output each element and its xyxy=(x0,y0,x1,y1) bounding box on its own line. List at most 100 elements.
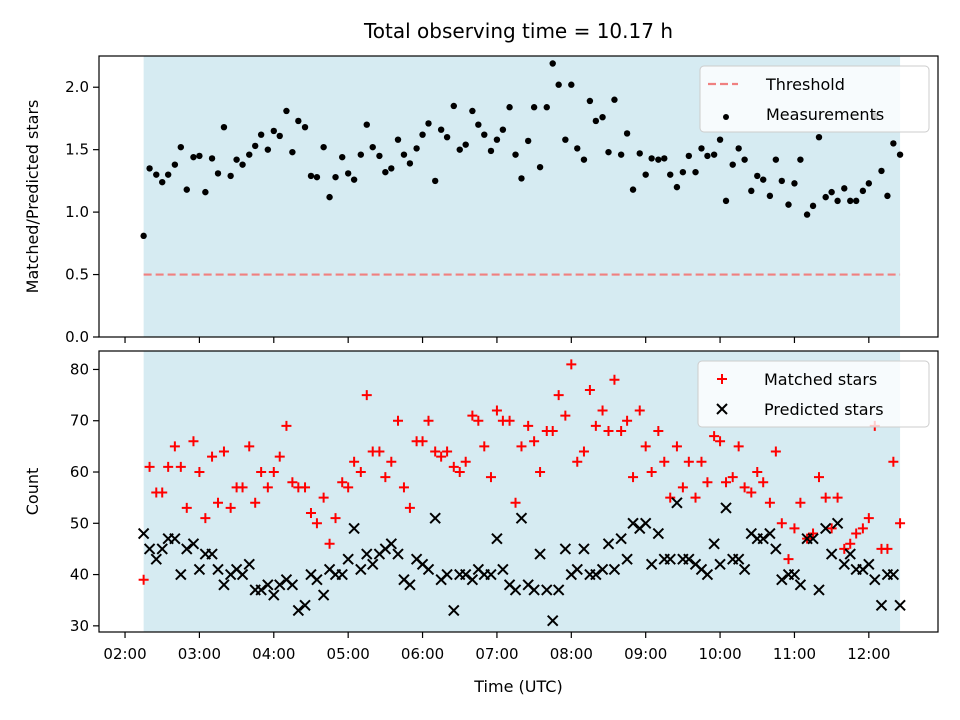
top-legend-box xyxy=(699,65,930,133)
matched-stars-point-106 xyxy=(795,497,806,508)
predicted-stars-point-22 xyxy=(274,579,286,591)
matched-stars-point-74 xyxy=(597,405,608,416)
measurements-point-35 xyxy=(357,151,365,158)
matched-stars-point-22 xyxy=(274,451,285,462)
bottom-y-tick-label: 60 xyxy=(70,463,89,481)
matched-stars-point-11 xyxy=(207,451,218,462)
bottom-y-tick-label: 70 xyxy=(70,412,89,430)
predicted-stars-point-33 xyxy=(342,553,354,565)
measurements-point-8 xyxy=(190,153,197,161)
measurements-point-14 xyxy=(227,172,234,180)
predicted-stars-point-46 xyxy=(422,563,435,576)
measurements-point-7 xyxy=(183,186,190,193)
matched-stars-point-102 xyxy=(770,446,781,457)
predicted-stars-point-121 xyxy=(887,568,900,581)
measurements-point-29 xyxy=(320,143,327,151)
matched-stars-point-70 xyxy=(572,456,583,467)
matched-stars-point-96 xyxy=(733,441,744,452)
measurements-point-115 xyxy=(852,197,860,205)
predicted-stars-point-96 xyxy=(732,553,745,565)
matched-stars-point-4 xyxy=(163,461,174,472)
matched-stars-point-3 xyxy=(157,487,168,498)
matched-stars-point-120 xyxy=(882,543,893,554)
predicted-stars-point-28 xyxy=(311,573,323,586)
measurements-point-16 xyxy=(239,161,246,168)
matched-stars-point-18 xyxy=(250,497,261,508)
predicted-stars-point-11 xyxy=(206,548,218,560)
top-y-tick-label: 0.5 xyxy=(65,266,89,284)
top-y-tick-label: 1.5 xyxy=(65,141,89,159)
matched-stars-point-72 xyxy=(584,384,595,395)
matched-stars-point-39 xyxy=(380,472,391,483)
matched-stars-point-76 xyxy=(609,374,620,385)
x-tick-label: 10:00 xyxy=(698,645,741,663)
predicted-stars-point-76 xyxy=(608,563,621,576)
matched-stars-point-12 xyxy=(213,497,224,508)
measurements-point-116 xyxy=(859,187,867,195)
chart-title: Total observing time = 10.17 h xyxy=(363,19,673,43)
measurements-point-30 xyxy=(326,193,333,201)
predicted-stars-point-43 xyxy=(404,579,416,591)
measurements-point-81 xyxy=(642,171,649,178)
matched-stars-point-21 xyxy=(268,467,279,478)
legend-label-matched-stars: Matched stars xyxy=(764,370,877,389)
matched-stars-point-84 xyxy=(659,456,670,467)
measurements-point-3 xyxy=(159,178,166,186)
matched-stars-point-54 xyxy=(473,415,484,426)
matched-stars-point-6 xyxy=(175,461,186,472)
measurements-point-64 xyxy=(536,163,544,171)
predicted-stars-point-32 xyxy=(336,568,348,581)
measurements-point-41 xyxy=(394,136,402,143)
measurements-point-56 xyxy=(487,147,495,155)
predicted-stars-point-117 xyxy=(863,558,875,571)
predicted-stars-point-83 xyxy=(652,527,665,540)
matched-stars-point-38 xyxy=(374,446,385,457)
matched-stars-point-59 xyxy=(504,415,515,426)
matched-stars-point-55 xyxy=(479,441,490,452)
measurements-point-47 xyxy=(431,177,439,185)
measurements-point-72 xyxy=(586,97,594,105)
measurements-point-122 xyxy=(896,151,904,158)
matched-stars-point-64 xyxy=(535,467,546,478)
matched-stars-point-121 xyxy=(888,456,899,467)
matched-stars-point-8 xyxy=(188,436,199,447)
measurements-point-109 xyxy=(815,133,823,141)
predicted-stars-point-57 xyxy=(491,532,503,545)
measurements-point-71 xyxy=(580,156,588,163)
predicted-stars-point-67 xyxy=(552,584,565,596)
measurements-point-91 xyxy=(704,152,711,160)
predicted-stars-point-63 xyxy=(528,584,540,596)
measurements-point-117 xyxy=(865,180,873,187)
matched-stars-point-27 xyxy=(305,508,316,519)
measurements-point-101 xyxy=(766,192,774,200)
matched-stars-point-79 xyxy=(628,472,639,483)
matched-stars-point-100 xyxy=(758,477,769,488)
predicted-stars-point-35 xyxy=(355,563,367,576)
matched-stars-point-75 xyxy=(603,425,614,436)
measurements-point-61 xyxy=(518,175,525,182)
predicted-stars-point-91 xyxy=(701,568,714,581)
legend-label-predicted-stars: Predicted stars xyxy=(764,400,884,419)
predicted-stars-point-52 xyxy=(459,568,472,581)
measurements-point-5 xyxy=(171,161,179,168)
matched-stars-point-0 xyxy=(138,574,149,585)
predicted-stars-point-5 xyxy=(169,532,181,545)
measurements-point-25 xyxy=(295,117,302,125)
measurements-point-110 xyxy=(822,193,829,201)
predicted-stars-point-110 xyxy=(819,522,832,535)
x-tick-label: 07:00 xyxy=(475,645,518,663)
matched-stars-point-83 xyxy=(653,425,664,436)
predicted-stars-point-7 xyxy=(181,543,193,555)
matched-stars-point-40 xyxy=(386,456,397,467)
predicted-stars-point-60 xyxy=(509,584,522,596)
measurements-point-33 xyxy=(344,170,352,177)
measurements-point-86 xyxy=(673,183,681,191)
predicted-stars-point-78 xyxy=(621,553,633,565)
predicted-stars-point-73 xyxy=(590,568,602,581)
measurements-point-83 xyxy=(655,156,662,163)
matched-stars-point-57 xyxy=(491,405,502,416)
measurements-point-102 xyxy=(772,156,780,163)
matched-stars-point-101 xyxy=(764,497,775,508)
matched-stars-point-24 xyxy=(287,477,298,488)
matched-stars-point-32 xyxy=(337,477,348,488)
